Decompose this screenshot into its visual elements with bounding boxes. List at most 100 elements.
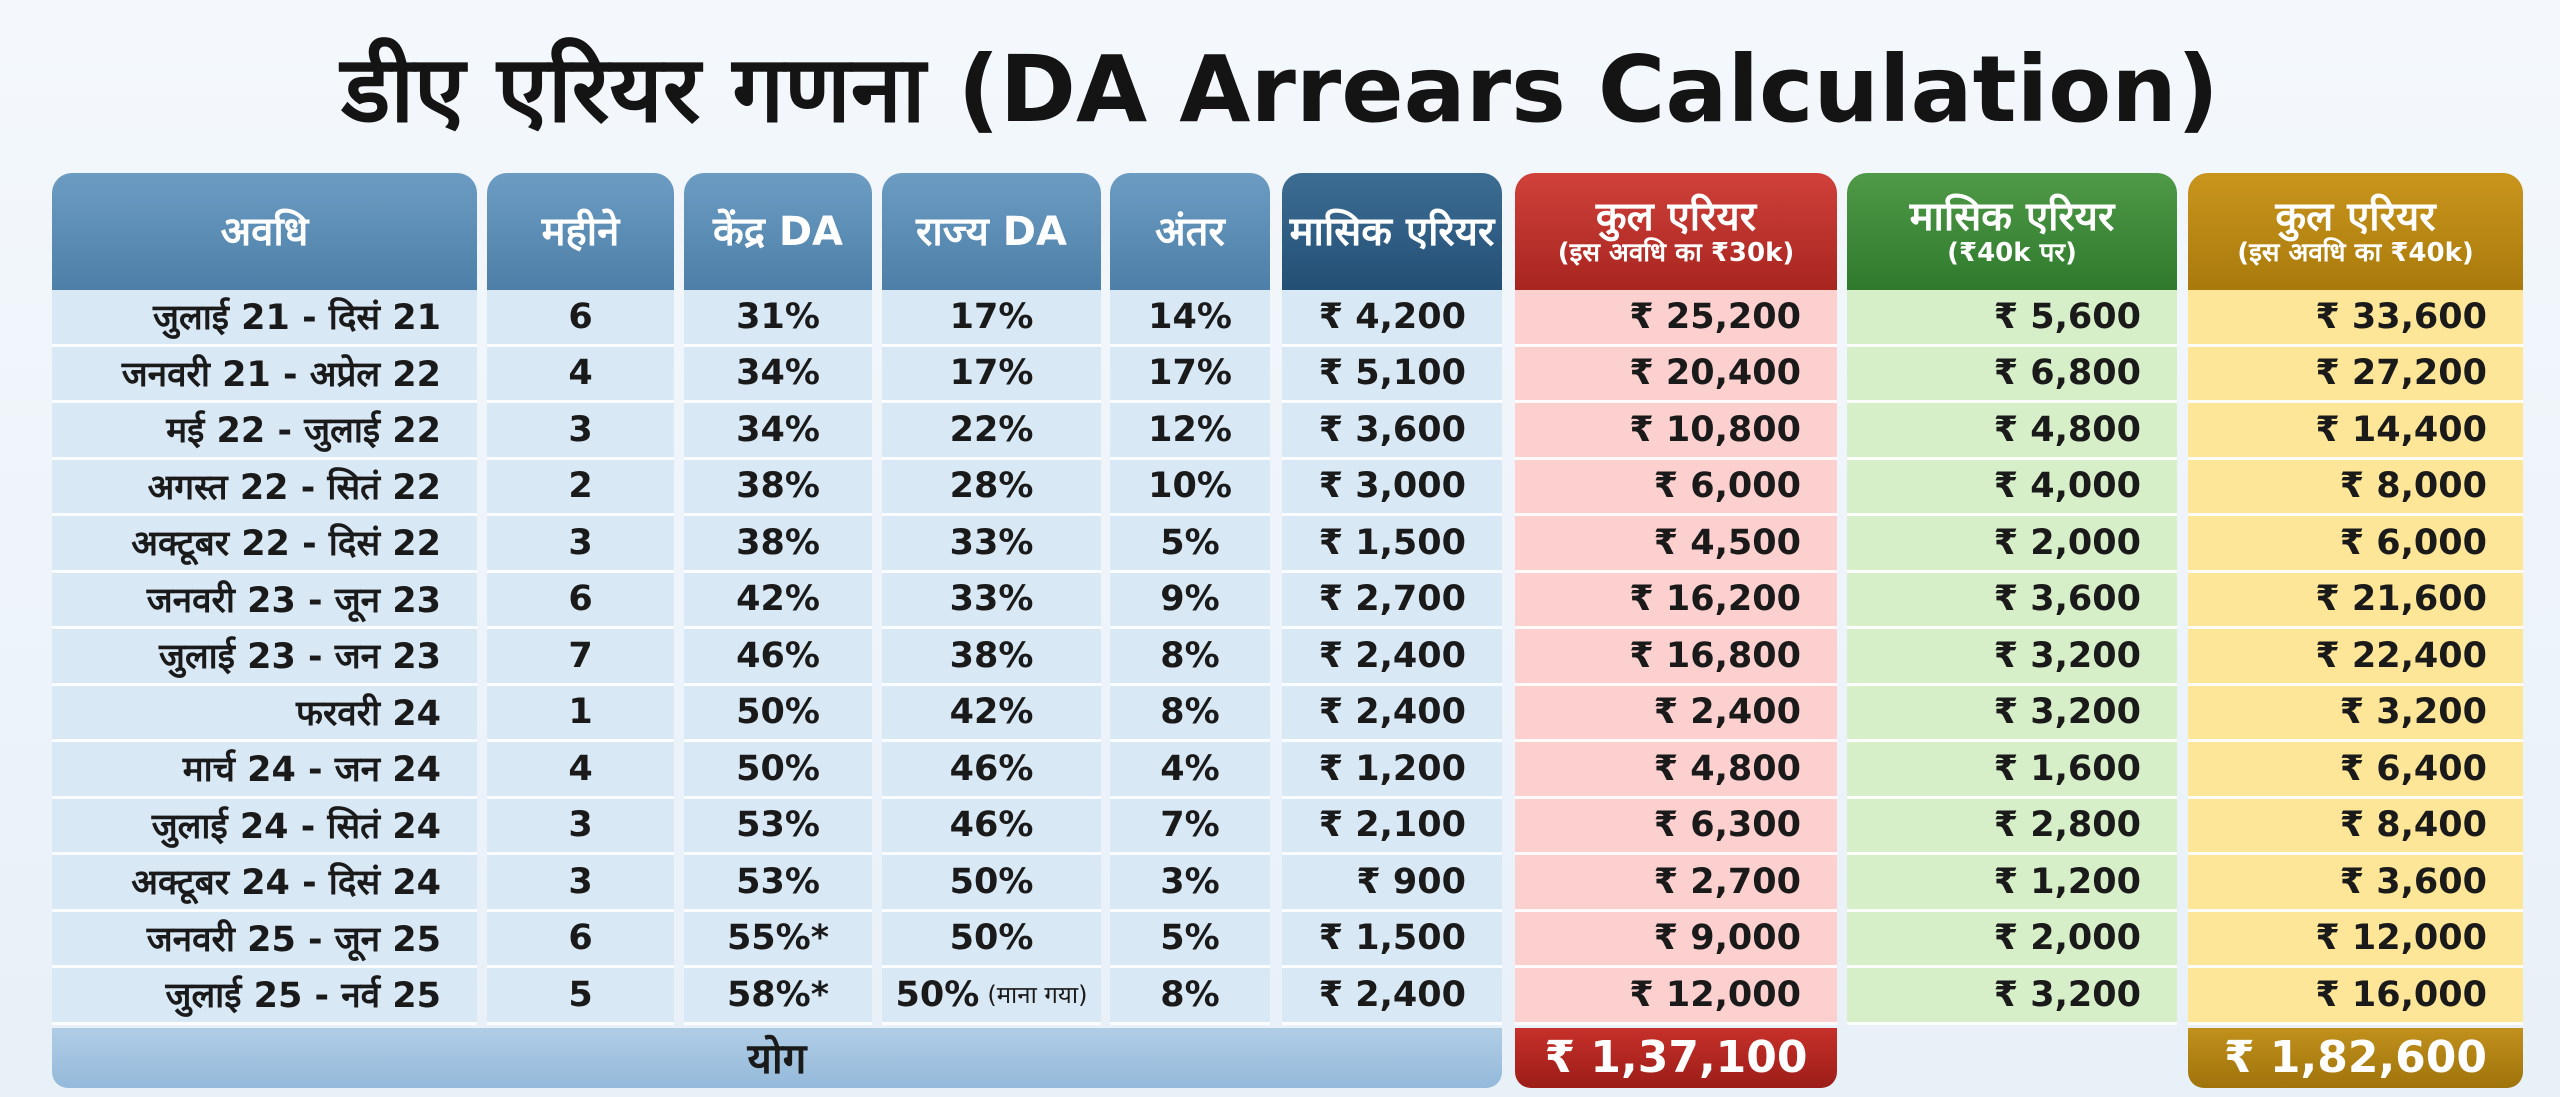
table-cell: 50% (माना गया) (882, 968, 1101, 1025)
table-cell: 5% (1110, 516, 1270, 573)
table-cell: ₹ 3,200 (1847, 968, 2177, 1025)
total-40k: ₹ 1,82,600 (2188, 1027, 2523, 1088)
table-cell: 53% (684, 855, 872, 912)
header-label: महीने (541, 208, 620, 255)
header-label: मासिक एरियर (1909, 194, 2115, 241)
table-cell: अगस्त 22 - सितं 22 (52, 459, 477, 516)
table-cell: 3 (487, 516, 674, 573)
table-cell: ₹ 16,000 (2188, 968, 2523, 1025)
table-cell: ₹ 6,800 (1847, 346, 2177, 403)
table-cell: जुलाई 25 - नर्व 25 (52, 968, 477, 1025)
table-cell: 17% (882, 290, 1101, 347)
table-cell: अक्टूबर 24 - दिसं 24 (52, 855, 477, 912)
table-cell: जनवरी 23 - जून 23 (52, 572, 477, 629)
table-cell: 17% (882, 346, 1101, 403)
cell-main: 50% (895, 974, 980, 1015)
header-label: अंतर (1155, 208, 1225, 255)
table-cell: 1 (487, 685, 674, 742)
table-cell: ₹ 4,500 (1515, 516, 1837, 573)
table-cell: जुलाई 23 - जन 23 (52, 629, 477, 686)
table-cell: जनवरी 25 - जून 25 (52, 911, 477, 968)
table-cell: 4 (487, 346, 674, 403)
table-cell: 3% (1110, 855, 1270, 912)
table-cell: ₹ 2,100 (1282, 798, 1502, 855)
table-cell: 8% (1110, 685, 1270, 742)
table-cell: ₹ 22,400 (2188, 629, 2523, 686)
table-cell: 46% (882, 798, 1101, 855)
table-cell: फरवरी 24 (52, 685, 477, 742)
table-cell: 5% (1110, 911, 1270, 968)
table-cell: 14% (1110, 290, 1270, 347)
table-cell: ₹ 6,400 (2188, 742, 2523, 799)
table-cell: 50% (882, 855, 1101, 912)
table-cell: ₹ 16,800 (1515, 629, 1837, 686)
table-cell: ₹ 2,800 (1847, 798, 2177, 855)
table-cell: ₹ 4,800 (1515, 742, 1837, 799)
table-cell: ₹ 2,700 (1515, 855, 1837, 912)
table-cell: 34% (684, 403, 872, 460)
table-cell: 55%* (684, 911, 872, 968)
table-cell: 6 (487, 290, 674, 347)
table-cell: 3 (487, 855, 674, 912)
table-cell: 4% (1110, 742, 1270, 799)
header-cell: कुल एरियर (इस अवधि का ₹30k) (1515, 173, 1837, 290)
table-cell: ₹ 2,400 (1282, 629, 1502, 686)
cell-note: (माना गया) (987, 981, 1088, 1010)
header-label: कुल एरियर (2275, 194, 2436, 241)
table-cell: ₹ 5,100 (1282, 346, 1502, 403)
table-cell: ₹ 16,200 (1515, 572, 1837, 629)
header-cell: अंतर (1110, 173, 1270, 290)
table-cell: ₹ 21,600 (2188, 572, 2523, 629)
table-cell: ₹ 1,600 (1847, 742, 2177, 799)
table-cell: 38% (684, 516, 872, 573)
header-label: राज्य DA (916, 208, 1067, 255)
table-cell: ₹ 1,200 (1847, 855, 2177, 912)
table-cell: 50% (684, 742, 872, 799)
header-cell: राज्य DA (882, 173, 1101, 290)
table-cell: ₹ 4,000 (1847, 459, 2177, 516)
table-cell: ₹ 3,000 (1282, 459, 1502, 516)
table-cell: ₹ 3,200 (2188, 685, 2523, 742)
table-cell: 4 (487, 742, 674, 799)
table-cell: ₹ 2,700 (1282, 572, 1502, 629)
header-cell: कुल एरियर (इस अवधि का ₹40k) (2188, 173, 2523, 290)
table-cell: 7% (1110, 798, 1270, 855)
table-cell: ₹ 6,300 (1515, 798, 1837, 855)
table-cell: जुलाई 21 - दिसं 21 (52, 290, 477, 347)
table-cell: 33% (882, 516, 1101, 573)
table-cell: ₹ 3,600 (1282, 403, 1502, 460)
table-cell: ₹ 9,000 (1515, 911, 1837, 968)
table-cell: 8% (1110, 968, 1270, 1025)
table-cell: ₹ 2,000 (1847, 911, 2177, 968)
table-cell: ₹ 6,000 (1515, 459, 1837, 516)
table-cell: 6 (487, 572, 674, 629)
table-cell: 33% (882, 572, 1101, 629)
table-cell: 5 (487, 968, 674, 1025)
table-cell: ₹ 10,800 (1515, 403, 1837, 460)
header-label: अवधि (220, 208, 309, 255)
table-cell: ₹ 3,600 (2188, 855, 2523, 912)
table-cell: 17% (1110, 346, 1270, 403)
table-cell: 10% (1110, 459, 1270, 516)
table-cell: 6 (487, 911, 674, 968)
table-cell: 42% (684, 572, 872, 629)
table-cell: ₹ 2,400 (1282, 968, 1502, 1025)
table-cell: ₹ 1,500 (1282, 516, 1502, 573)
table-cell: 31% (684, 290, 872, 347)
header-sub: (₹40k पर) (1947, 238, 2077, 269)
header-cell: केंद्र DA (684, 173, 872, 290)
table-cell: जुलाई 24 - सितं 24 (52, 798, 477, 855)
table-cell: 38% (684, 459, 872, 516)
header-cell: महीने (487, 173, 674, 290)
header-sub: (इस अवधि का ₹40k) (2237, 238, 2474, 269)
header-cell: मासिक एरियर (1282, 173, 1502, 290)
table-cell: मई 22 - जुलाई 22 (52, 403, 477, 460)
table-cell: ₹ 2,000 (1847, 516, 2177, 573)
table-cell: 28% (882, 459, 1101, 516)
table-cell: ₹ 12,000 (1515, 968, 1837, 1025)
table-cell: ₹ 33,600 (2188, 290, 2523, 347)
table-cell: ₹ 6,000 (2188, 516, 2523, 573)
table-cell: ₹ 4,800 (1847, 403, 2177, 460)
table-cell: ₹ 27,200 (2188, 346, 2523, 403)
